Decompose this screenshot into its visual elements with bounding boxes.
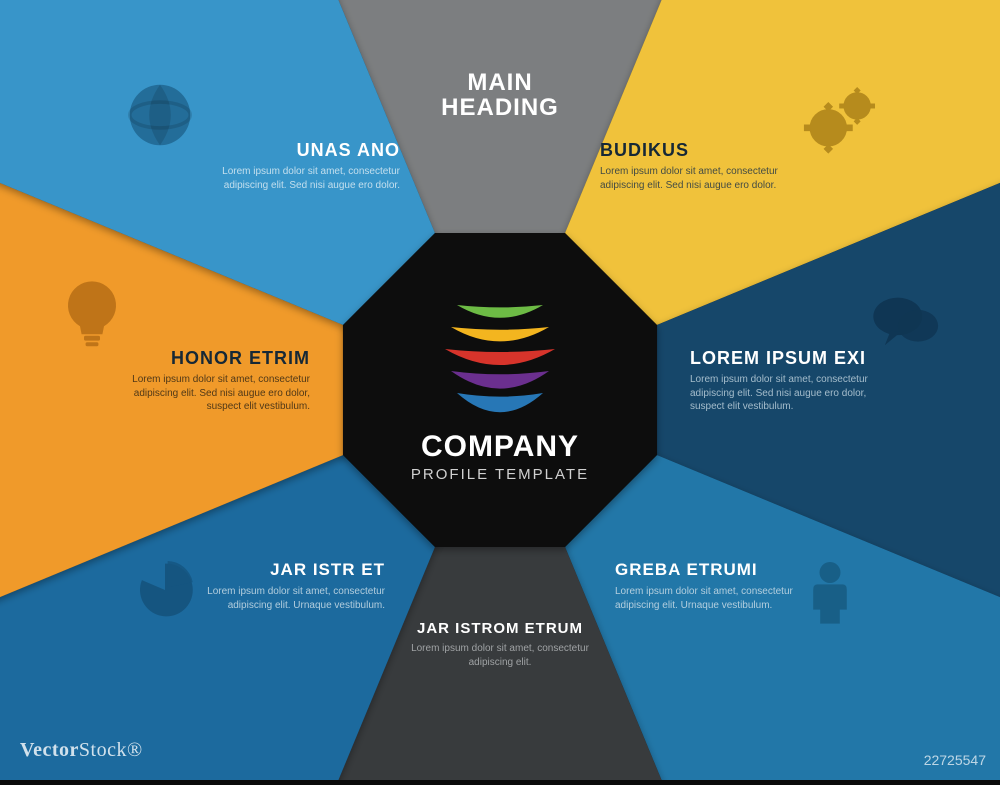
wedge-left-title: HONOR ETRIM	[171, 348, 310, 369]
center-title: COMPANY	[360, 430, 640, 464]
wedge-top-right-title: BUDIKUS	[600, 140, 689, 161]
wedge-top-left-body: Lorem ipsum dolor sit amet, consectetur …	[210, 165, 400, 192]
wedge-right-title: LOREM IPSUM EXI	[690, 348, 866, 369]
wedge-bottom-right-body: Lorem ipsum dolor sit amet, consectetur …	[615, 585, 795, 612]
wedge-bottom-left-body: Lorem ipsum dolor sit amet, consectetur …	[205, 585, 385, 612]
watermark: VectorStock®	[20, 739, 143, 762]
watermark-a: Vector	[20, 739, 79, 761]
wedge-bottom-right-title: GREBA ETRUMI	[615, 560, 758, 580]
wedge-left-body: Lorem ipsum dolor sit amet, consectetur …	[110, 373, 310, 414]
infographic-stage: MAINHEADING BUDIKUS Lorem ipsum dolor sit …	[0, 0, 1000, 780]
center-octagon	[343, 233, 657, 547]
wedge-bottom-body: Lorem ipsum dolor sit amet, consectetur …	[400, 642, 600, 669]
wedge-right-body: Lorem ipsum dolor sit amet, consectetur …	[690, 373, 890, 414]
wedge-top-left-title: UNAS ANO	[297, 140, 400, 161]
watermark-b: Stock	[79, 739, 127, 761]
center-subtitle: PROFILE TEMPLATE	[360, 466, 640, 483]
globe-icon	[130, 85, 190, 145]
wedge-top-title: MAINHEADING	[370, 70, 630, 120]
wedge-bottom-title: JAR ISTROM ETRUM	[350, 620, 650, 637]
wedge-bottom-left-title: JAR ISTR ET	[270, 560, 385, 580]
image-number: 22725547	[924, 752, 986, 768]
wedge-top-right-body: Lorem ipsum dolor sit amet, consectetur …	[600, 165, 790, 192]
